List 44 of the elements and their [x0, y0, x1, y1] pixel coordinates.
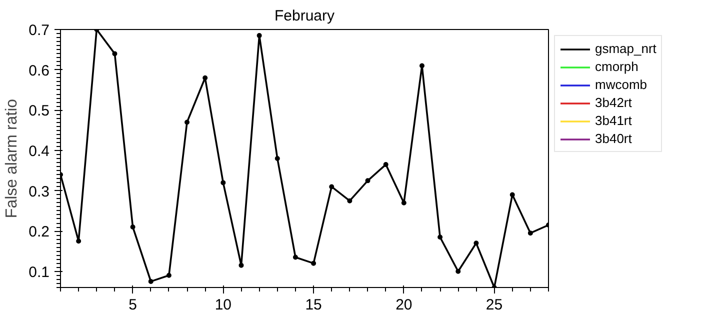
point [130, 224, 136, 230]
x-tick-label: 20 [396, 296, 412, 314]
x-tick-label: 10 [214, 296, 232, 314]
legend-label: 3b40rt [595, 131, 632, 146]
legend-label: mwcomb [595, 77, 648, 92]
point [401, 200, 406, 206]
x-tick-label: 25 [486, 296, 503, 314]
point [202, 75, 208, 80]
point [166, 272, 172, 278]
y-tick-label: 0.1 [28, 264, 50, 281]
point [274, 156, 280, 161]
point [419, 63, 424, 68]
point [112, 51, 118, 56]
point [292, 254, 298, 260]
point [76, 238, 82, 244]
legend-label: gsmap_nrt [595, 41, 656, 56]
point [148, 278, 154, 284]
point [256, 33, 262, 38]
legend-label: 3b41rt [595, 113, 632, 128]
point [383, 162, 388, 168]
point [528, 230, 533, 236]
point [474, 240, 479, 246]
y-tick-label: 0.7 [28, 22, 50, 39]
point [438, 234, 443, 240]
point [329, 184, 334, 190]
y-tick-label: 0.3 [28, 183, 50, 200]
y-tick-label: 0.5 [28, 102, 50, 120]
legend-label: cmorph [595, 59, 638, 74]
legend-label: 3b42rt [595, 95, 632, 110]
point [365, 178, 370, 184]
point [456, 268, 461, 274]
y-axis-title: False alarm ratio [4, 98, 21, 218]
point [184, 120, 190, 125]
y-tick-label: 0.6 [28, 62, 50, 80]
chart-title: February [274, 8, 336, 24]
x-tick-label: 5 [128, 296, 137, 314]
y-tick-label: 0.2 [28, 224, 50, 241]
y-tick-label: 0.4 [28, 142, 50, 160]
x-tick-label: 15 [305, 296, 322, 314]
point [311, 260, 316, 266]
point [347, 198, 352, 204]
point [510, 192, 515, 198]
point [238, 262, 244, 268]
point [220, 180, 226, 186]
